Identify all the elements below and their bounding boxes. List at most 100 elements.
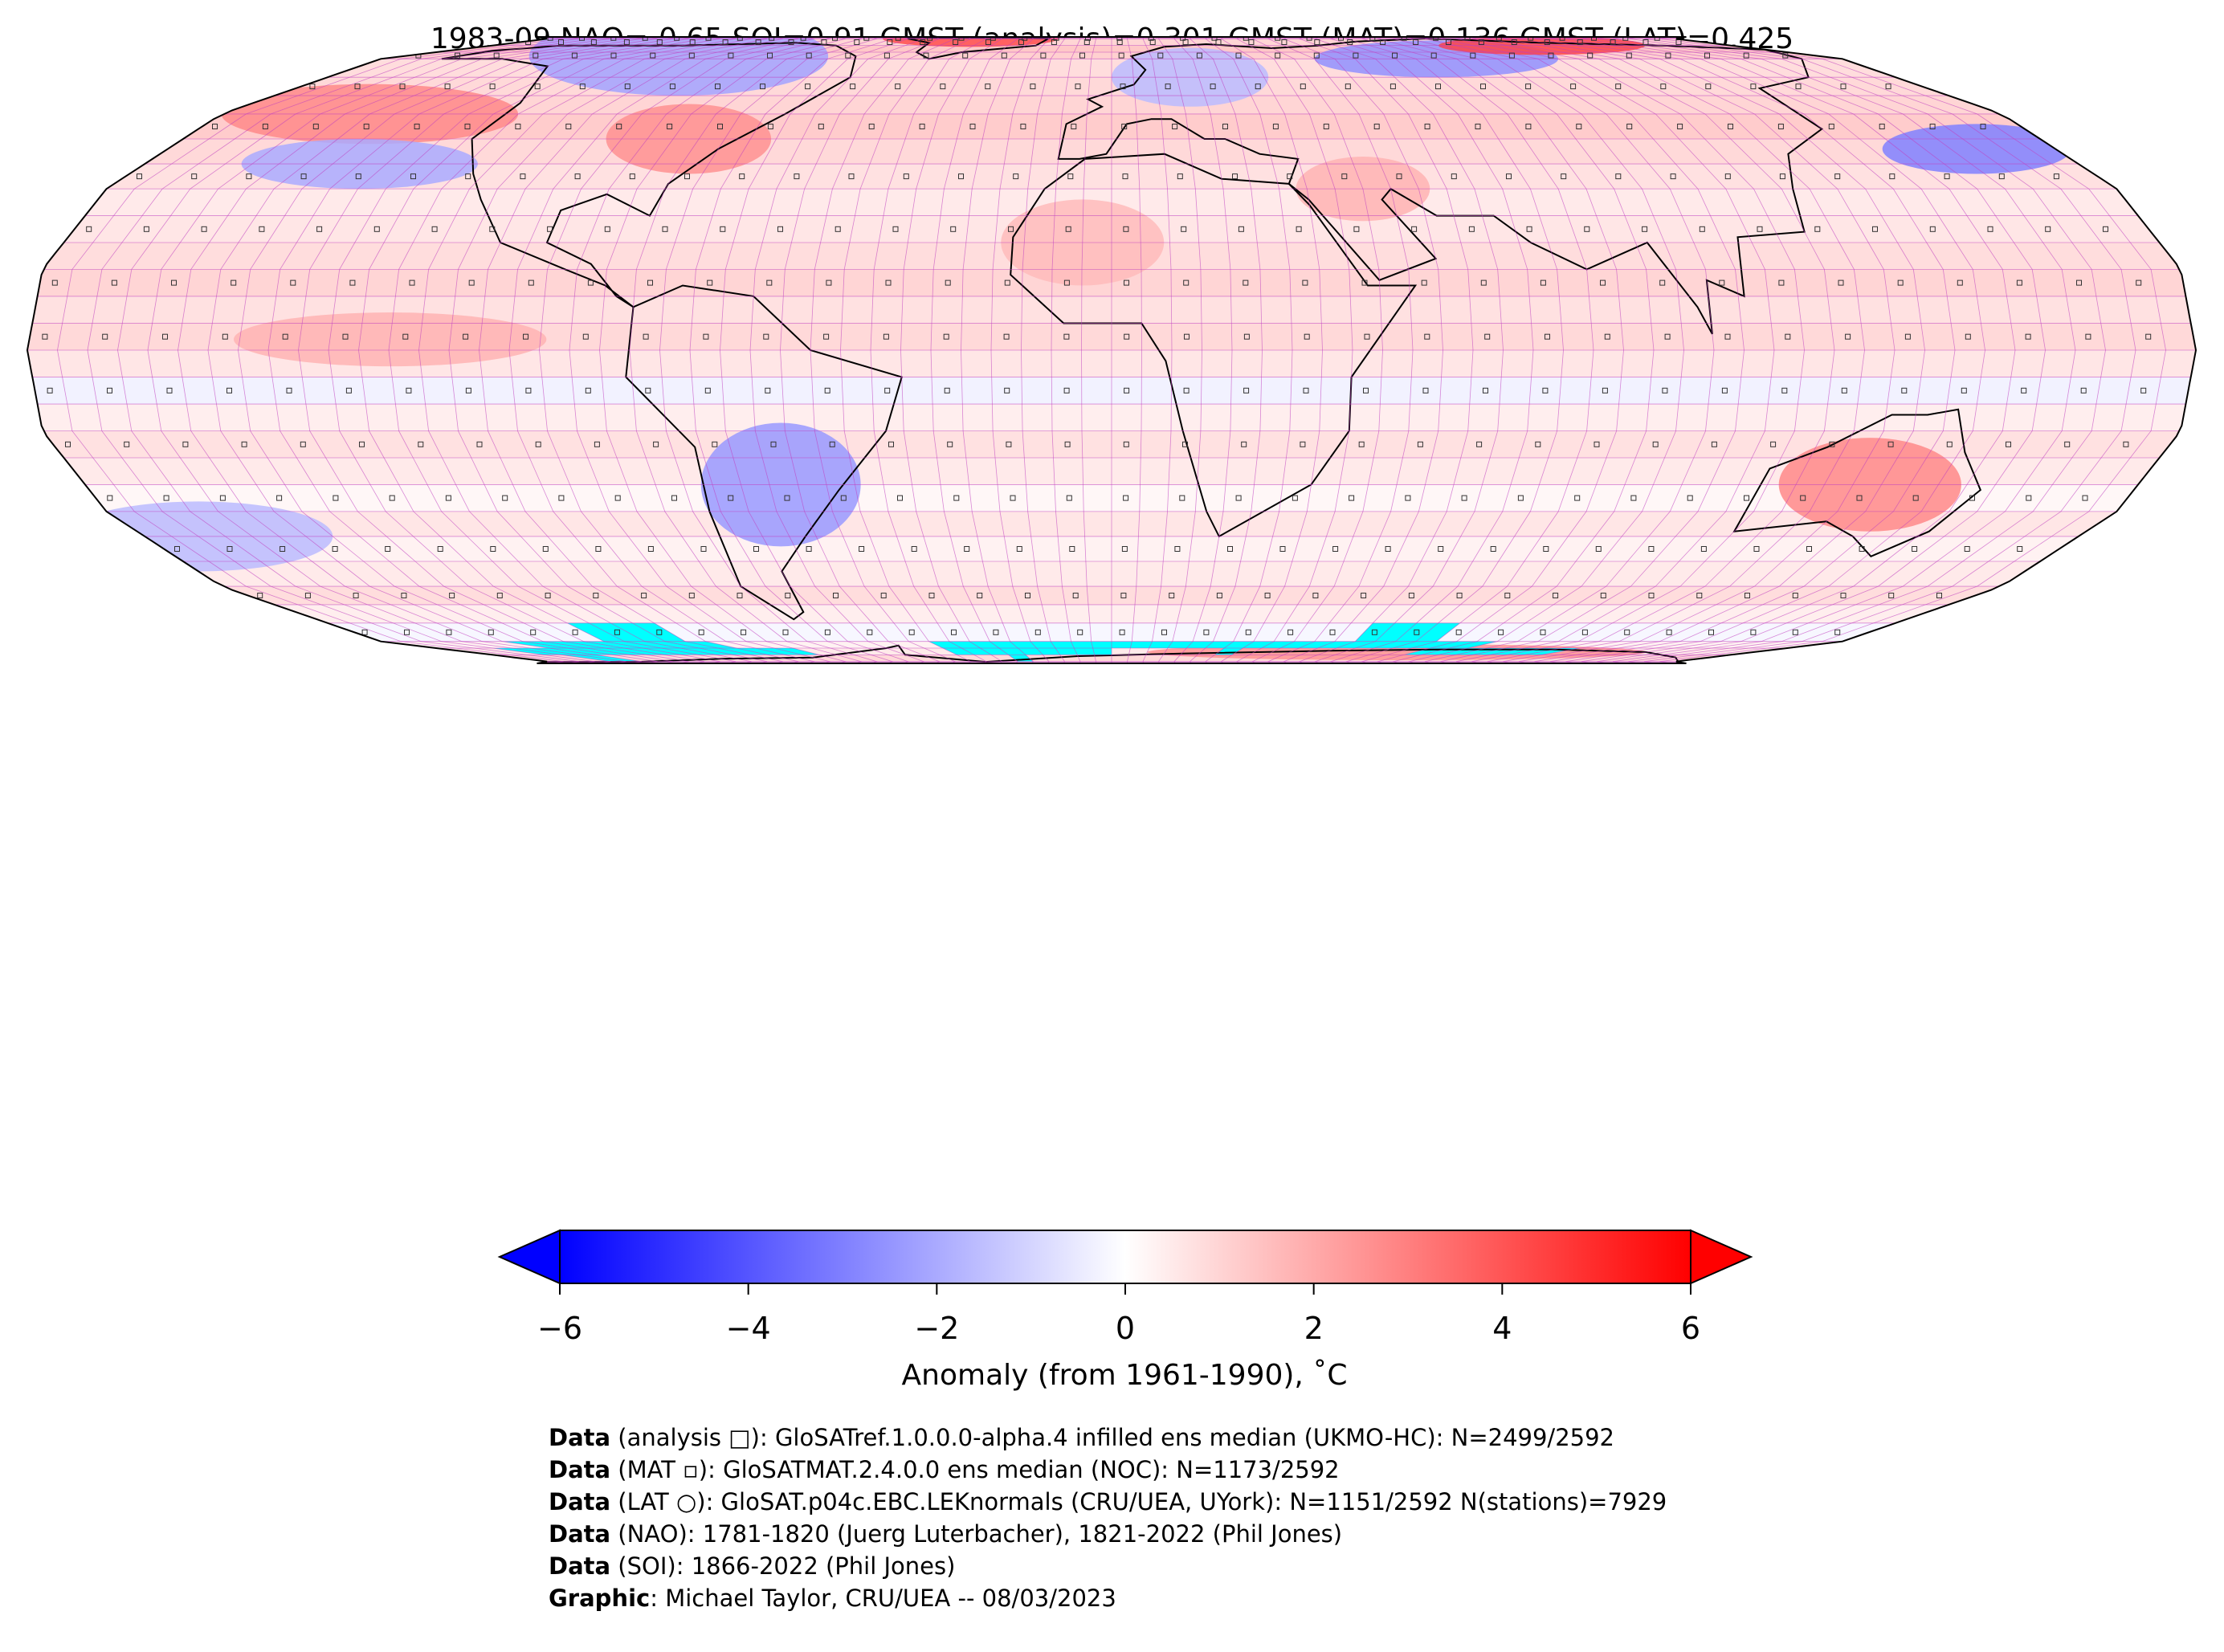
grid-marker bbox=[707, 279, 713, 286]
grid-marker bbox=[1184, 333, 1190, 340]
credit-line: Data (MAT ▫): GloSATMAT.2.4.0.0 ens medi… bbox=[549, 1454, 1667, 1486]
grid-marker bbox=[1227, 546, 1233, 552]
grid-marker bbox=[1392, 52, 1398, 59]
grid-marker bbox=[282, 333, 288, 340]
grid-marker bbox=[363, 124, 369, 129]
grid-marker bbox=[722, 39, 728, 45]
grid-marker bbox=[1373, 124, 1380, 129]
grid-marker bbox=[1302, 279, 1308, 286]
grid-marker bbox=[1600, 593, 1606, 598]
grid-marker bbox=[1413, 39, 1419, 45]
grid-marker bbox=[928, 593, 935, 598]
grid-marker bbox=[1626, 52, 1632, 59]
grid-marker bbox=[1149, 39, 1156, 45]
grid-marker bbox=[1581, 629, 1588, 635]
grid-marker bbox=[402, 333, 409, 340]
missing-data-cell bbox=[737, 648, 785, 655]
grid-marker bbox=[883, 52, 890, 59]
grid-marker bbox=[689, 39, 696, 45]
grid-marker bbox=[1183, 279, 1190, 286]
grid-marker bbox=[2123, 441, 2129, 447]
grid-marker bbox=[755, 39, 761, 45]
grid-marker bbox=[593, 593, 599, 598]
grid-marker bbox=[824, 387, 830, 394]
grid-marker bbox=[1461, 495, 1467, 501]
grid-marker bbox=[332, 546, 338, 552]
missing-data-cell bbox=[998, 648, 1026, 655]
grid-marker bbox=[349, 279, 356, 286]
grid-marker bbox=[468, 279, 475, 286]
grid-marker bbox=[528, 279, 534, 286]
grid-marker bbox=[1222, 124, 1228, 129]
grid-marker bbox=[767, 52, 773, 59]
grid-marker bbox=[1879, 124, 1885, 129]
grid-marker bbox=[1757, 226, 1763, 232]
grid-marker bbox=[1064, 441, 1071, 447]
grid-marker bbox=[1211, 37, 1218, 41]
grid-marker bbox=[574, 173, 581, 180]
grid-marker bbox=[496, 593, 503, 598]
grid-marker bbox=[884, 387, 891, 394]
grid-marker bbox=[1912, 546, 1918, 552]
grid-marker bbox=[990, 37, 996, 41]
grid-marker bbox=[818, 124, 824, 129]
grid-marker bbox=[1455, 629, 1462, 635]
grid-marker bbox=[1622, 37, 1629, 41]
grid-marker bbox=[662, 226, 668, 232]
grid-marker bbox=[895, 37, 901, 41]
grid-marker bbox=[647, 546, 654, 552]
grid-marker bbox=[143, 226, 149, 232]
grid-marker bbox=[1626, 124, 1633, 129]
grid-marker bbox=[2021, 387, 2027, 394]
grid-marker bbox=[919, 124, 925, 129]
grid-marker bbox=[300, 173, 307, 180]
grid-marker bbox=[1040, 52, 1047, 59]
grid-marker bbox=[1728, 124, 1733, 129]
grid-marker bbox=[1123, 495, 1129, 501]
grid-marker bbox=[1001, 52, 1007, 59]
grid-marker bbox=[530, 629, 537, 635]
grid-marker bbox=[1408, 593, 1414, 598]
grid-marker bbox=[1424, 124, 1430, 129]
grid-marker bbox=[1779, 173, 1785, 180]
grid-marker bbox=[1660, 84, 1667, 90]
missing-data-cell bbox=[1010, 641, 1037, 648]
grid-marker bbox=[257, 593, 263, 598]
grid-marker bbox=[688, 52, 695, 59]
grid-marker bbox=[1123, 226, 1129, 232]
grid-marker bbox=[1157, 52, 1164, 59]
grid-marker bbox=[1063, 333, 1070, 340]
grid-marker bbox=[1430, 52, 1437, 59]
grid-marker bbox=[359, 441, 365, 447]
missing-data-cell bbox=[492, 648, 561, 655]
grid-marker bbox=[614, 495, 621, 501]
grid-marker bbox=[1345, 84, 1351, 90]
grid-marker bbox=[1279, 546, 1286, 552]
grid-marker bbox=[2140, 387, 2147, 394]
grid-marker bbox=[1841, 387, 1847, 394]
grid-marker bbox=[2080, 387, 2087, 394]
grid-marker bbox=[1215, 39, 1222, 45]
grid-marker bbox=[201, 226, 207, 232]
missing-data-cells bbox=[492, 622, 1581, 662]
grid-marker bbox=[444, 84, 451, 90]
grid-marker bbox=[1075, 84, 1081, 90]
credit-label: Data bbox=[549, 1424, 611, 1451]
grid-marker bbox=[1361, 279, 1368, 286]
grid-marker bbox=[2136, 279, 2142, 286]
grid-marker bbox=[1504, 593, 1511, 598]
grid-marker bbox=[455, 52, 460, 59]
grid-marker bbox=[2026, 495, 2032, 501]
grid-marker bbox=[449, 593, 455, 598]
grid-marker bbox=[753, 546, 759, 552]
grid-marker bbox=[1349, 495, 1355, 501]
grid-marker bbox=[312, 124, 319, 129]
grid-marker bbox=[1792, 593, 1798, 598]
missing-data-cell bbox=[1091, 641, 1112, 648]
grid-marker bbox=[2082, 495, 2088, 501]
grid-marker bbox=[399, 84, 406, 90]
grid-marker bbox=[502, 495, 508, 501]
grid-marker bbox=[587, 279, 594, 286]
grid-marker bbox=[1116, 37, 1123, 41]
grid-marker bbox=[969, 124, 976, 129]
